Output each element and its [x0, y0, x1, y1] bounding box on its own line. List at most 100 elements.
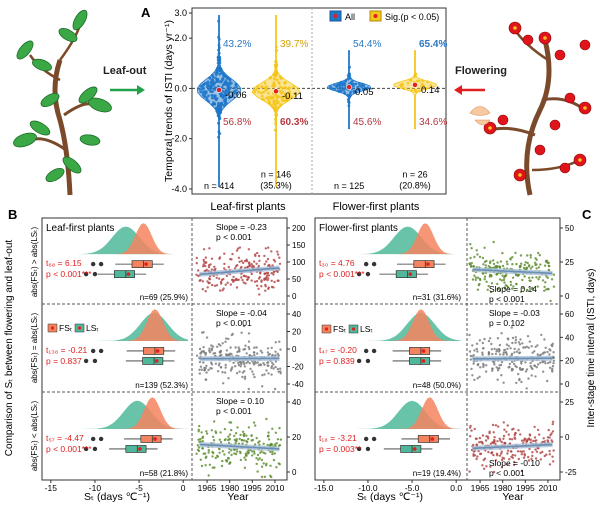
ls-boxplot-mean [412, 447, 417, 451]
panel-b-xlabel-year: Year [227, 491, 249, 503]
row-ytick-label: -20 [292, 363, 304, 372]
row-ytick-label: 40 [565, 333, 574, 342]
scatter-point [245, 260, 249, 263]
scatter-point [504, 351, 508, 354]
a-n-label: n = 146 [261, 170, 291, 180]
scatter-point [271, 427, 274, 430]
a-point [216, 77, 219, 81]
p-value-label: p = 0.003** [319, 444, 362, 454]
scatter-point [245, 434, 248, 437]
scatter-point [195, 262, 198, 265]
scatter-point [506, 452, 509, 455]
scatter-point [517, 429, 520, 432]
scatter-point [531, 351, 534, 354]
scatter-point [500, 279, 504, 282]
scatter-point [253, 354, 256, 357]
scatter-point [245, 361, 248, 365]
panel-c-frame [314, 217, 561, 481]
fs-density [50, 223, 189, 255]
scatter-point [502, 434, 506, 438]
a-point [217, 101, 220, 105]
scatter-point [486, 435, 490, 438]
scatter-point [541, 279, 545, 282]
scatter-point [214, 456, 217, 460]
scatter-point [272, 273, 275, 276]
scatter-point [547, 428, 550, 432]
scatter-point [224, 340, 227, 343]
scatter-point [242, 324, 246, 328]
scatter-point [238, 260, 241, 263]
slope-label: Slope = -0.23 [216, 222, 267, 232]
scatter-point [234, 365, 237, 368]
scatter-point [514, 431, 517, 435]
flowering-label: Flowering [455, 65, 507, 77]
t-stat-label: t₁₃₈ = -0.21 [46, 345, 88, 355]
scatter-point [490, 282, 494, 285]
scatter-point [495, 348, 499, 351]
scatter-point [266, 274, 269, 277]
a-ytick-label: -4.0 [171, 184, 187, 194]
a-point [206, 83, 210, 87]
a-point [214, 98, 218, 102]
a-point [336, 82, 340, 86]
scatter-point [223, 453, 226, 456]
scatter-point [267, 372, 270, 375]
scatter-point [279, 367, 282, 370]
scatter-point [198, 360, 202, 364]
scatter-point [246, 278, 249, 281]
scatter-point [278, 262, 282, 265]
scatter-point [245, 352, 248, 355]
scatter-point [263, 475, 267, 478]
scatter-point [478, 436, 482, 440]
scatter-point [520, 380, 523, 384]
scatter-point [476, 350, 479, 353]
fit-line [472, 268, 553, 275]
scatter-point [216, 454, 219, 457]
scatter-point [513, 351, 516, 354]
scatter-point [550, 439, 553, 442]
scatter-point [481, 434, 485, 437]
p-value-label: p < 0.001*** [46, 269, 92, 279]
year-xtick-label: 1995 [243, 483, 262, 493]
scatter-point [227, 377, 230, 380]
scatter-point [221, 450, 224, 453]
scatter-point [273, 387, 277, 391]
scatter-point [470, 367, 473, 371]
scatter-point [219, 344, 222, 347]
scatter-point [529, 253, 532, 257]
a-point [283, 99, 287, 102]
scatter-point [243, 432, 246, 436]
a-point [221, 72, 225, 76]
scatter-point [269, 474, 272, 477]
row-ytick-label: 0 [292, 345, 297, 354]
scatter-point [546, 287, 550, 291]
a-point [279, 77, 283, 80]
scatter-point [520, 453, 523, 456]
a-point [279, 85, 282, 89]
scatter-point [278, 340, 281, 343]
scatter-point [276, 253, 280, 256]
outlier-point [83, 446, 89, 452]
scatter-point [238, 437, 241, 441]
t-stat-label: t₄₇ = -0.20 [319, 345, 357, 355]
scatter-point [491, 259, 495, 262]
a-point [338, 86, 342, 90]
a-point [347, 95, 351, 99]
a-point [360, 82, 364, 86]
scatter-point [202, 361, 205, 364]
a-point [417, 79, 421, 83]
scatter-point [519, 290, 523, 293]
scatter-point [545, 453, 548, 456]
scatter-point [270, 279, 273, 282]
a-point [216, 67, 220, 71]
scatter-point [262, 362, 265, 365]
scatter-point [235, 286, 239, 289]
scatter-point [520, 362, 523, 365]
scatter-point [511, 453, 514, 457]
a-point [218, 108, 222, 112]
scatter-point [478, 375, 481, 378]
scatter-point [242, 434, 246, 438]
scatter-point [198, 372, 201, 375]
st-xtick-label: 0 [181, 483, 186, 493]
scatter-point [531, 276, 534, 279]
